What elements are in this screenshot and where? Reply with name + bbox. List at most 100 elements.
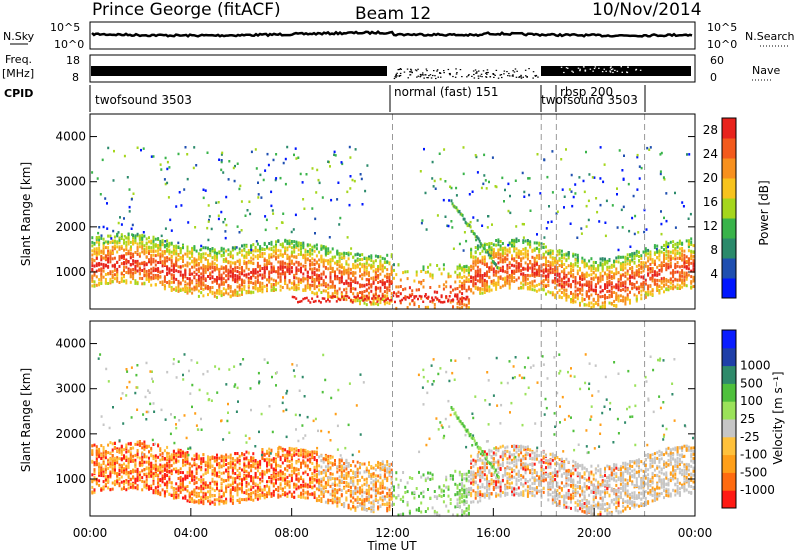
power-cell bbox=[491, 289, 493, 292]
power-cell bbox=[404, 270, 406, 273]
power-cell bbox=[453, 248, 455, 251]
power-cell bbox=[284, 262, 286, 265]
power-cell bbox=[305, 277, 307, 280]
velocity-cell bbox=[123, 456, 125, 459]
power-cell bbox=[620, 299, 622, 302]
power-cell bbox=[509, 287, 511, 290]
power-cell bbox=[277, 249, 279, 252]
power-cell bbox=[275, 252, 277, 255]
power-cell bbox=[674, 247, 676, 250]
power-cell bbox=[656, 248, 658, 251]
power-cell bbox=[389, 273, 391, 276]
power-cell bbox=[595, 290, 597, 293]
power-cell bbox=[605, 235, 607, 238]
power-cell bbox=[452, 305, 454, 308]
power-cell bbox=[491, 280, 493, 283]
power-cell bbox=[472, 260, 474, 263]
power-cell bbox=[175, 289, 177, 292]
power-cell bbox=[336, 268, 338, 271]
power-cell bbox=[470, 269, 472, 272]
power-cell bbox=[94, 252, 96, 255]
power-cell bbox=[198, 295, 200, 298]
power-cell bbox=[656, 274, 658, 277]
power-cell bbox=[600, 264, 602, 267]
power-cell bbox=[611, 275, 613, 278]
power-cell bbox=[375, 273, 377, 276]
power-cell bbox=[227, 284, 229, 287]
power-cell bbox=[438, 285, 440, 288]
power-cell bbox=[629, 300, 631, 303]
power-cell bbox=[162, 252, 164, 255]
power-cell bbox=[609, 302, 611, 305]
velocity-cell bbox=[121, 445, 123, 448]
power-cell bbox=[284, 282, 286, 285]
velocity-cell bbox=[98, 479, 100, 482]
power-cell bbox=[495, 271, 497, 274]
power-cell bbox=[107, 246, 109, 249]
nave-point bbox=[504, 71, 506, 72]
power-cell bbox=[260, 196, 262, 199]
velocity-cell bbox=[105, 483, 107, 486]
power-cell bbox=[493, 274, 495, 277]
power-cell bbox=[305, 254, 307, 257]
power-cell bbox=[100, 267, 102, 270]
power-cell bbox=[98, 247, 100, 250]
power-cell bbox=[520, 273, 522, 276]
velocity-cell bbox=[132, 459, 134, 462]
power-cell bbox=[325, 267, 327, 270]
power-cell bbox=[688, 243, 690, 246]
power-cell bbox=[183, 188, 185, 191]
power-cell bbox=[128, 271, 130, 274]
power-cell bbox=[293, 283, 295, 286]
nave-point bbox=[422, 74, 424, 75]
power-cell bbox=[345, 298, 347, 301]
power-cell bbox=[688, 258, 690, 261]
power-cell bbox=[579, 277, 581, 280]
power-cell bbox=[511, 244, 513, 247]
power-cell bbox=[579, 267, 581, 270]
power-cell bbox=[522, 172, 524, 175]
power-cell bbox=[314, 287, 316, 290]
power-cell bbox=[543, 288, 545, 291]
power-cell bbox=[252, 254, 254, 257]
power-cell bbox=[596, 211, 598, 214]
power-cell bbox=[277, 240, 279, 243]
nave-point bbox=[483, 70, 485, 71]
power-cell bbox=[547, 290, 549, 293]
power-cell bbox=[143, 244, 145, 247]
power-cell bbox=[554, 273, 556, 276]
power-cell bbox=[376, 300, 378, 303]
power-cell bbox=[107, 272, 109, 275]
power-cell bbox=[492, 156, 494, 159]
power-cell bbox=[588, 274, 590, 277]
power-cell bbox=[316, 285, 318, 288]
power-cell bbox=[609, 266, 611, 269]
power-cell bbox=[91, 284, 93, 287]
power-cell bbox=[311, 275, 313, 278]
power-cell bbox=[493, 248, 495, 251]
power-cell bbox=[382, 279, 384, 282]
nave-point bbox=[602, 71, 604, 72]
power-cell bbox=[337, 182, 339, 185]
velocity-cell bbox=[125, 465, 127, 468]
power-cell bbox=[96, 251, 98, 254]
velocity-cell bbox=[91, 473, 93, 476]
power-cell bbox=[686, 284, 688, 287]
power-cell bbox=[525, 275, 527, 278]
power-cell bbox=[661, 233, 663, 236]
power-cell bbox=[312, 167, 314, 170]
power-cell bbox=[631, 258, 633, 261]
power-cell bbox=[425, 192, 427, 195]
power-cell bbox=[590, 287, 592, 290]
power-cell bbox=[325, 300, 327, 303]
power-cell bbox=[620, 278, 622, 281]
power-cell bbox=[96, 247, 98, 250]
power-cell bbox=[209, 215, 211, 218]
power-cell bbox=[641, 167, 643, 170]
power-cell bbox=[239, 286, 241, 289]
power-cell bbox=[205, 287, 207, 290]
power-cell bbox=[202, 278, 204, 281]
power-cell bbox=[354, 299, 356, 302]
power-cell bbox=[602, 278, 604, 281]
power-cell bbox=[280, 289, 282, 292]
